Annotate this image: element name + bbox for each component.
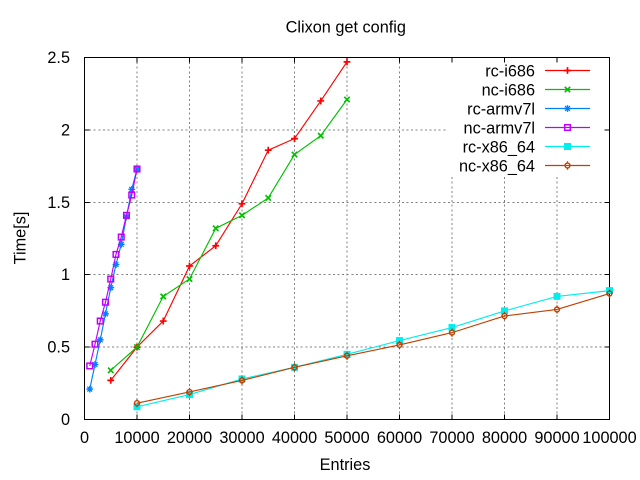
svg-text:nc-armv7l: nc-armv7l — [464, 119, 535, 137]
svg-text:2.5: 2.5 — [47, 49, 70, 67]
svg-text:1: 1 — [61, 266, 70, 284]
svg-text:90000: 90000 — [534, 429, 579, 447]
svg-text:1.5: 1.5 — [47, 194, 70, 212]
svg-text:nc-i686: nc-i686 — [482, 81, 535, 99]
svg-text:10000: 10000 — [114, 429, 159, 447]
svg-text:rc-x86_64: rc-x86_64 — [463, 138, 535, 156]
svg-text:nc-x86_64: nc-x86_64 — [459, 157, 535, 175]
svg-text:0: 0 — [80, 429, 89, 447]
svg-text:80000: 80000 — [482, 429, 527, 447]
svg-text:Clixon get config: Clixon get config — [286, 19, 406, 37]
svg-text:rc-armv7l: rc-armv7l — [467, 100, 535, 118]
svg-text:30000: 30000 — [219, 429, 264, 447]
svg-text:60000: 60000 — [377, 429, 422, 447]
svg-text:70000: 70000 — [429, 429, 474, 447]
svg-text:2: 2 — [61, 121, 70, 139]
svg-text:20000: 20000 — [167, 429, 212, 447]
svg-text:Entries: Entries — [320, 456, 371, 474]
svg-text:rc-i686: rc-i686 — [485, 62, 535, 80]
svg-text:100000: 100000 — [582, 429, 636, 447]
svg-text:0.5: 0.5 — [47, 339, 70, 357]
svg-text:40000: 40000 — [272, 429, 317, 447]
svg-text:0: 0 — [61, 411, 70, 429]
svg-text:50000: 50000 — [324, 429, 369, 447]
svg-text:Time[s]: Time[s] — [12, 212, 30, 265]
